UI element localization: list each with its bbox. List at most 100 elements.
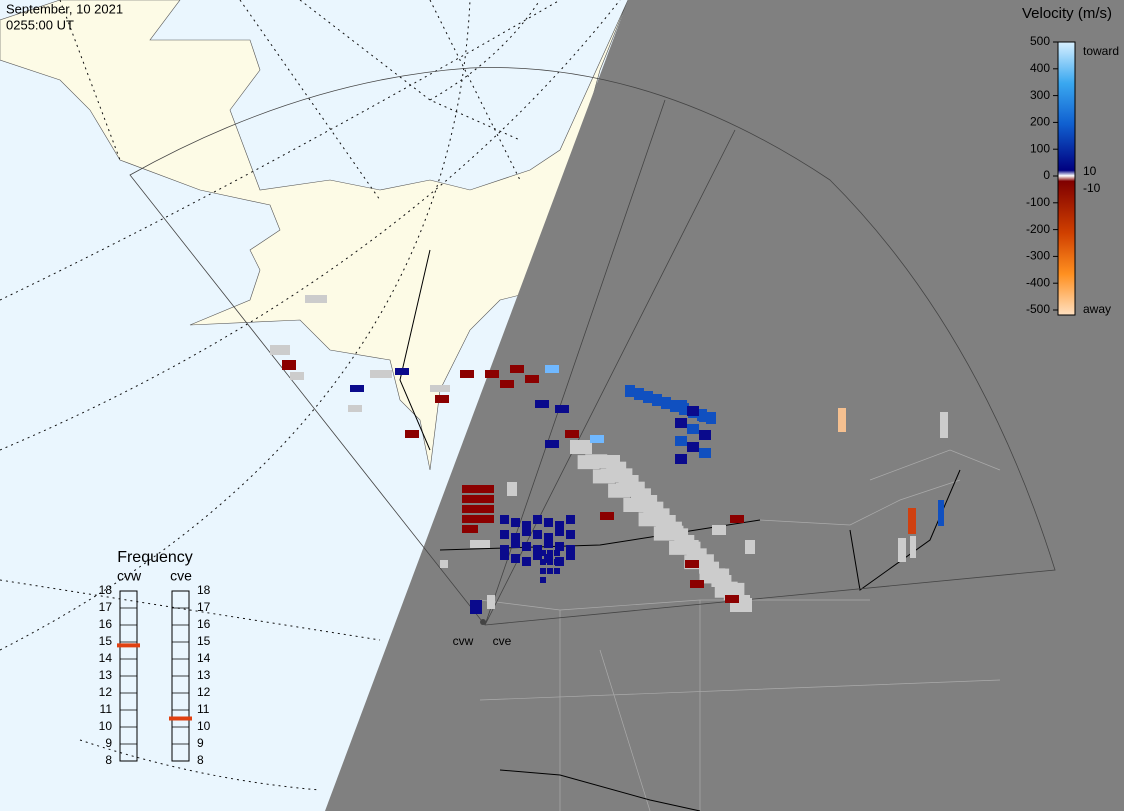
cell	[600, 512, 614, 520]
cell	[544, 533, 553, 542]
cell	[745, 540, 755, 554]
cell	[675, 436, 687, 446]
velocity-tick-label: -300	[1026, 249, 1050, 263]
cell	[470, 540, 490, 548]
frequency-tick-label: 10	[197, 719, 211, 733]
grid	[0, 0, 621, 791]
cell	[898, 538, 906, 562]
cell	[282, 360, 296, 370]
cell	[348, 405, 362, 412]
cell	[687, 406, 699, 416]
velocity-tick-label: 0	[1043, 168, 1050, 182]
cell	[533, 545, 542, 554]
cell	[478, 495, 486, 503]
frequency-tick-label: 14	[197, 651, 211, 665]
cell	[540, 577, 546, 583]
frequency-tick-label: 12	[197, 685, 211, 699]
cell	[540, 550, 546, 556]
frequency-tick-label: 11	[197, 702, 210, 716]
cell	[615, 482, 638, 497]
inner-bottom-label: -10	[1083, 181, 1101, 195]
frequency-tick-label: 17	[197, 600, 211, 614]
cell	[699, 430, 711, 440]
cell	[478, 515, 486, 523]
frequency-tick-label: 10	[99, 719, 113, 733]
frequency-tick-label: 16	[99, 617, 113, 631]
frequency-tick-label: 15	[197, 634, 211, 648]
cell	[555, 527, 564, 536]
cell	[544, 554, 553, 563]
velocity-tick-label: 200	[1030, 115, 1050, 129]
cell	[540, 559, 546, 565]
frequency-title: Frequency	[117, 549, 193, 566]
cell	[395, 368, 409, 375]
toward-label: toward	[1083, 44, 1119, 58]
cell	[533, 515, 542, 524]
cell	[525, 375, 539, 383]
cell	[555, 542, 564, 551]
cell	[470, 525, 478, 533]
frequency-tick-label: 8	[105, 753, 112, 767]
cell	[405, 430, 419, 438]
cell	[350, 385, 364, 392]
cell	[290, 372, 304, 380]
cell	[661, 397, 671, 409]
cell	[533, 530, 542, 539]
cell	[462, 495, 470, 503]
date: September, 10 2021	[6, 1, 123, 16]
frequency-tick-label: 8	[197, 753, 204, 767]
cell	[547, 568, 553, 574]
cell	[590, 435, 604, 443]
cell	[544, 518, 553, 527]
cell	[486, 505, 494, 513]
land	[0, 0, 629, 471]
cell	[554, 550, 560, 556]
cell	[462, 485, 470, 493]
cell	[699, 448, 711, 458]
frequency-tick-label: 9	[197, 736, 204, 750]
cell	[652, 394, 662, 406]
cell	[565, 430, 579, 438]
cell	[566, 530, 575, 539]
cell	[540, 568, 546, 574]
velocity-tick-label: -500	[1026, 302, 1050, 316]
cell	[685, 560, 699, 568]
cell	[634, 388, 644, 400]
cell	[544, 539, 553, 548]
cell	[547, 550, 553, 556]
cell	[630, 497, 653, 512]
cell	[585, 454, 608, 469]
cell	[625, 385, 635, 397]
cell	[500, 530, 509, 539]
cell	[486, 485, 494, 493]
cell	[462, 515, 470, 523]
cell	[675, 418, 687, 428]
cell	[470, 505, 478, 513]
cell	[507, 482, 517, 496]
borders-main	[399, 249, 961, 811]
cell	[470, 495, 478, 503]
cell	[600, 468, 623, 483]
velocity-tick-label: 300	[1030, 88, 1050, 102]
velocity-tick-label: -200	[1026, 222, 1050, 236]
cell	[566, 545, 575, 554]
cell	[938, 500, 944, 526]
cell	[555, 405, 569, 413]
cell	[687, 442, 699, 452]
cell	[500, 551, 509, 560]
velocity-tick-label: 500	[1030, 34, 1050, 48]
borders	[479, 449, 1001, 811]
radar-name: cvw	[117, 568, 142, 584]
site-label: cve	[493, 634, 512, 648]
cell	[470, 485, 478, 493]
cell	[522, 521, 531, 530]
cell	[487, 595, 495, 609]
cell	[460, 370, 474, 378]
cell	[699, 412, 711, 422]
cell	[511, 518, 520, 527]
cell	[940, 412, 948, 438]
cell	[370, 370, 392, 378]
cell	[725, 595, 739, 603]
cell	[675, 400, 687, 410]
velocity-tick-label: 100	[1030, 141, 1050, 155]
